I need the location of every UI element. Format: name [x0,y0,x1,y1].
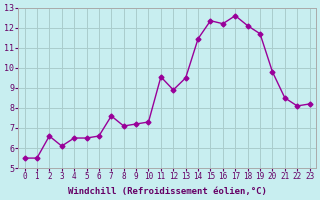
X-axis label: Windchill (Refroidissement éolien,°C): Windchill (Refroidissement éolien,°C) [68,187,267,196]
